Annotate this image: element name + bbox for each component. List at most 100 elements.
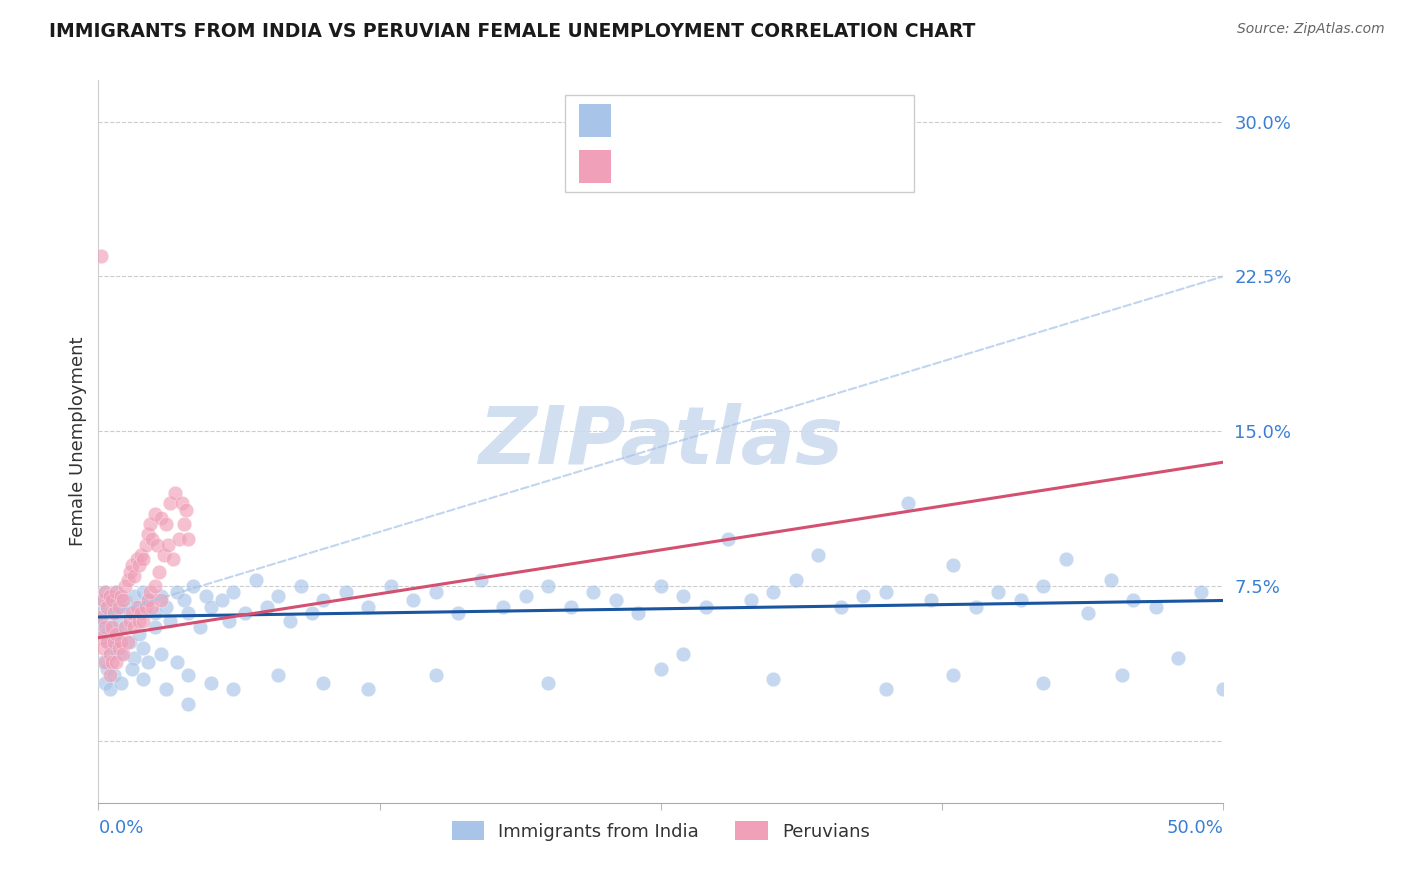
Point: [301, 606, 323, 620]
Point: [96, 662, 118, 676]
Point: [181, 579, 204, 593]
Point: [290, 579, 312, 593]
Point: [852, 590, 875, 604]
Point: [98, 590, 121, 604]
Point: [114, 620, 136, 634]
Point: [91, 656, 114, 670]
Point: [118, 606, 141, 620]
Point: [695, 599, 717, 614]
Point: [1212, 682, 1234, 697]
Point: [425, 668, 447, 682]
Point: [173, 517, 195, 532]
Point: [91, 640, 114, 655]
Point: [174, 502, 197, 516]
Point: [98, 647, 121, 661]
Point: [121, 606, 143, 620]
Point: [141, 532, 163, 546]
Point: [136, 656, 159, 670]
Point: [136, 527, 159, 541]
Point: [515, 590, 537, 604]
Point: [312, 593, 335, 607]
Point: [357, 682, 380, 697]
Point: [96, 634, 118, 648]
Point: [163, 486, 186, 500]
Point: [447, 606, 470, 620]
Point: [107, 599, 129, 614]
Point: [143, 620, 166, 634]
Point: [91, 593, 114, 607]
Point: [200, 676, 222, 690]
Point: [96, 634, 118, 648]
Point: [118, 565, 141, 579]
Point: [650, 579, 672, 593]
Point: [920, 593, 942, 607]
Point: [267, 590, 290, 604]
Point: [136, 593, 159, 607]
Text: 0.0%: 0.0%: [98, 820, 143, 838]
Point: [101, 620, 124, 634]
Point: [233, 606, 256, 620]
Point: [672, 647, 695, 661]
Point: [402, 593, 425, 607]
Y-axis label: Female Unemployment: Female Unemployment: [69, 337, 87, 546]
Point: [124, 568, 146, 582]
Point: [335, 585, 357, 599]
Point: [94, 585, 117, 599]
Point: [1032, 676, 1054, 690]
Point: [135, 538, 157, 552]
Point: [139, 585, 162, 599]
Point: [672, 590, 695, 604]
Point: [98, 590, 121, 604]
Point: [132, 640, 155, 655]
Point: [152, 548, 174, 562]
Point: [103, 606, 125, 620]
Point: [132, 672, 155, 686]
Point: [132, 552, 155, 566]
Point: [211, 593, 233, 607]
Point: [875, 585, 897, 599]
Point: [897, 496, 920, 510]
Point: [162, 552, 184, 566]
Point: [114, 593, 136, 607]
Point: [110, 647, 132, 661]
Point: [169, 532, 191, 546]
Point: [1054, 552, 1077, 566]
Point: [118, 634, 141, 648]
Point: [91, 614, 114, 628]
Point: [650, 662, 672, 676]
Point: [875, 682, 897, 697]
Point: [278, 614, 301, 628]
Point: [118, 614, 141, 628]
Point: [150, 511, 173, 525]
Point: [94, 656, 117, 670]
Point: [105, 585, 128, 599]
Point: [101, 620, 124, 634]
Point: [98, 682, 121, 697]
Point: [195, 590, 218, 604]
Point: [357, 599, 380, 614]
Point: [425, 585, 447, 599]
Point: [110, 634, 132, 648]
Point: [170, 496, 193, 510]
Point: [121, 662, 143, 676]
Point: [218, 614, 240, 628]
Point: [1032, 579, 1054, 593]
Point: [141, 599, 163, 614]
Point: [150, 590, 173, 604]
Point: [537, 676, 560, 690]
Point: [103, 668, 125, 682]
Point: [830, 599, 852, 614]
Point: [740, 593, 762, 607]
Point: [105, 656, 128, 670]
Point: [155, 682, 177, 697]
Point: [256, 599, 278, 614]
Point: [717, 532, 740, 546]
Point: [117, 634, 139, 648]
Point: [101, 593, 124, 607]
Point: [114, 620, 136, 634]
Text: IMMIGRANTS FROM INDIA VS PERUVIAN FEMALE UNEMPLOYMENT CORRELATION CHART: IMMIGRANTS FROM INDIA VS PERUVIAN FEMALE…: [49, 22, 976, 41]
Point: [173, 593, 195, 607]
Point: [90, 606, 112, 620]
Point: [90, 249, 112, 263]
Point: [125, 552, 148, 566]
